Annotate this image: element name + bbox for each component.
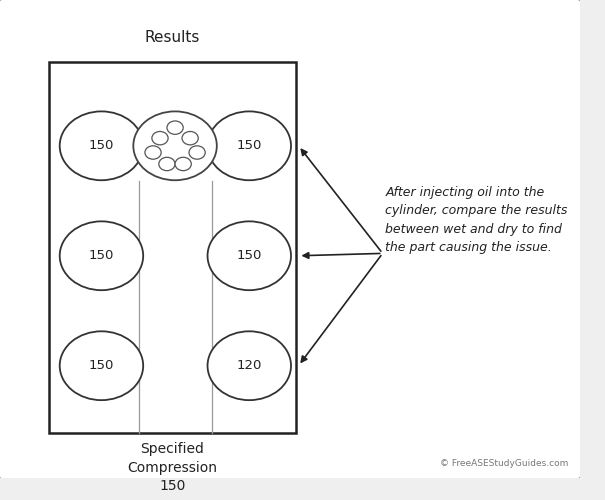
Circle shape (60, 332, 143, 400)
Bar (49, 62, 296, 432)
Text: After injecting oil into the
cylinder, compare the results
between wet and dry t: After injecting oil into the cylinder, c… (385, 186, 568, 254)
Circle shape (208, 112, 291, 180)
Text: 150: 150 (89, 250, 114, 262)
Circle shape (133, 112, 217, 180)
Text: 150: 150 (237, 140, 262, 152)
Text: 120: 120 (237, 359, 262, 372)
Text: 150: 150 (89, 140, 114, 152)
Text: Specified
Compression
150: Specified Compression 150 (127, 442, 217, 493)
Circle shape (189, 146, 205, 159)
Circle shape (208, 332, 291, 400)
Text: © FreeASEStudyGuides.com: © FreeASEStudyGuides.com (440, 458, 568, 468)
FancyBboxPatch shape (0, 0, 583, 480)
Circle shape (159, 158, 175, 170)
Circle shape (167, 121, 183, 134)
Text: Results: Results (145, 30, 200, 46)
Circle shape (182, 132, 198, 145)
Text: 150: 150 (237, 250, 262, 262)
Circle shape (145, 146, 161, 159)
Circle shape (60, 222, 143, 290)
Text: 150: 150 (89, 359, 114, 372)
Circle shape (208, 222, 291, 290)
Circle shape (152, 132, 168, 145)
Circle shape (60, 112, 143, 180)
Circle shape (175, 158, 191, 170)
